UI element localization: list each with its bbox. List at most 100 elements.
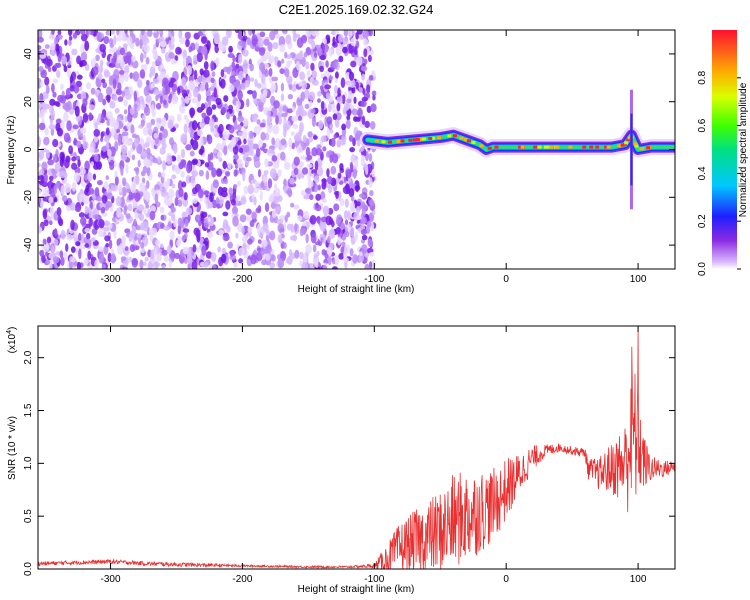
noise-speckle xyxy=(271,209,277,219)
noise-speckle xyxy=(73,137,77,146)
noise-speckle xyxy=(40,243,46,249)
noise-speckle xyxy=(146,180,150,189)
noise-speckle xyxy=(211,104,217,110)
noise-speckle xyxy=(156,117,162,125)
noise-speckle xyxy=(97,160,102,170)
noise-speckle xyxy=(372,94,376,101)
signal-hotspot xyxy=(387,140,392,144)
noise-speckle xyxy=(112,120,120,130)
noise-speckle xyxy=(63,251,68,261)
noise-speckle xyxy=(346,98,352,104)
noise-speckle xyxy=(140,241,145,249)
noise-speckle xyxy=(44,44,50,49)
noise-speckle xyxy=(209,192,214,203)
noise-speckle xyxy=(154,184,160,191)
noise-speckle xyxy=(145,79,150,86)
noise-speckle xyxy=(275,114,279,125)
signal-hotspot xyxy=(479,144,484,148)
noise-speckle xyxy=(96,31,102,42)
noise-speckle xyxy=(225,111,231,120)
noise-speckle xyxy=(341,94,346,105)
signal-hotspot xyxy=(459,136,464,140)
noise-speckle xyxy=(344,102,350,111)
noise-speckle xyxy=(196,129,204,137)
noise-speckle xyxy=(290,223,294,233)
noise-speckle xyxy=(74,207,81,212)
noise-speckle xyxy=(65,87,71,98)
noise-speckle xyxy=(302,135,307,143)
noise-speckle xyxy=(151,227,158,236)
noise-speckle xyxy=(293,156,300,166)
noise-speckle xyxy=(349,221,354,226)
noise-speckle xyxy=(213,32,220,40)
spectrogram-y-label: Frequency (Hz) xyxy=(6,116,17,185)
noise-speckle xyxy=(226,66,231,75)
signal-hotspot xyxy=(415,138,420,142)
noise-speckle xyxy=(206,106,213,116)
noise-speckle xyxy=(95,196,103,202)
noise-speckle xyxy=(192,244,197,253)
noise-speckle xyxy=(151,61,156,68)
noise-speckle xyxy=(102,98,107,106)
noise-speckle xyxy=(280,151,286,161)
noise-speckle xyxy=(155,102,162,110)
signal-hotspot xyxy=(604,145,609,149)
noise-speckle xyxy=(222,160,228,170)
noise-speckle xyxy=(134,245,140,251)
noise-speckle xyxy=(87,250,92,261)
noise-speckle xyxy=(337,236,342,246)
noise-speckle xyxy=(249,147,254,157)
noise-speckle xyxy=(369,190,374,197)
noise-speckle xyxy=(79,243,86,250)
noise-speckle xyxy=(56,62,62,68)
noise-speckle xyxy=(317,184,321,191)
noise-speckle xyxy=(143,44,150,53)
noise-speckle xyxy=(236,195,240,200)
noise-speckle xyxy=(225,171,231,177)
noise-speckle xyxy=(313,135,318,140)
noise-speckle xyxy=(311,117,317,127)
snr-panel: -300 -200 -100 0 100 0.0 0.5 1.0 1.5 2.0 Height … xyxy=(6,325,676,595)
noise-speckle xyxy=(239,147,244,154)
noise-speckle xyxy=(123,99,129,107)
noise-speckle xyxy=(293,204,300,210)
x-tick-label: -300 xyxy=(101,574,121,585)
noise-speckle xyxy=(283,122,289,133)
noise-speckle xyxy=(192,87,199,98)
noise-speckle xyxy=(303,89,310,100)
noise-speckle xyxy=(78,212,85,218)
noise-speckle xyxy=(306,154,313,161)
signal-hotspot xyxy=(487,146,492,150)
noise-speckle xyxy=(344,198,349,208)
noise-speckle xyxy=(129,107,135,116)
noise-speckle xyxy=(232,55,236,63)
noise-speckle xyxy=(48,175,54,182)
noise-speckle xyxy=(308,137,314,143)
signal-hotspot xyxy=(494,145,499,149)
noise-speckle xyxy=(178,30,183,39)
noise-speckle xyxy=(300,189,306,196)
noise-speckle xyxy=(70,219,75,231)
noise-speckle xyxy=(46,236,52,244)
noise-speckle xyxy=(57,30,62,36)
noise-speckle xyxy=(176,113,182,122)
noise-speckle xyxy=(143,106,151,117)
noise-speckle xyxy=(51,30,55,35)
noise-speckle xyxy=(269,30,276,41)
noise-speckle xyxy=(60,256,65,266)
snr-x-label: Height of straight line (km) xyxy=(298,584,415,595)
noise-speckle xyxy=(146,167,151,177)
noise-speckle xyxy=(204,115,211,125)
noise-speckle xyxy=(149,210,156,221)
noise-speckle xyxy=(257,239,262,244)
noise-speckle xyxy=(53,228,58,237)
noise-speckle xyxy=(364,263,370,269)
noise-speckle xyxy=(333,203,340,212)
noise-speckle xyxy=(352,168,357,179)
colorbar-gradient xyxy=(712,30,737,269)
noise-speckle xyxy=(124,65,130,75)
noise-speckle xyxy=(117,135,122,147)
noise-speckle xyxy=(76,140,82,149)
noise-speckle xyxy=(263,38,270,46)
noise-speckle xyxy=(98,228,104,238)
